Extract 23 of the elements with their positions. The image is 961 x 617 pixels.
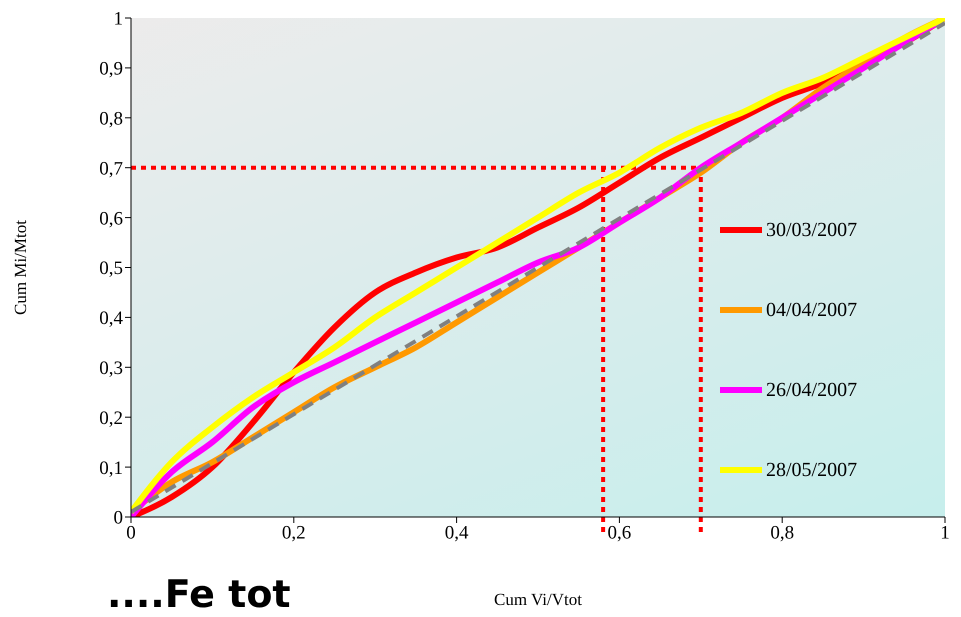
legend-label: 26/04/2007 [766,378,858,402]
text: ....Fe tot [107,572,291,616]
y-tick-label: 0,3 [99,358,123,380]
x-tick-label: 0,4 [444,522,469,544]
x-tick-label: 0,8 [770,522,794,544]
legend-label: 30/03/2007 [766,218,858,242]
y-axis-title: Cum Mi/Mtot [11,220,30,315]
legend-label: 28/05/2007 [766,458,858,482]
y-tick-label: 0,7 [99,158,123,180]
x-tick-label: 0,2 [282,522,306,544]
y-tick-label: 0,4 [99,308,124,330]
y-tick-label: 0,8 [99,108,123,130]
legend-label: 04/04/2007 [766,298,858,322]
x-axis-title: Cum Vi/Vtot [494,590,582,610]
x-tick-label: 0,6 [608,522,632,544]
y-tick-label: 0,6 [99,208,123,230]
y-tick-label: 0,5 [99,258,123,280]
x-tick-label: 1 [940,522,950,544]
y-tick-label: 0,1 [99,458,123,479]
y-tick-label: 0,2 [99,408,123,429]
y-tick-label: 0,9 [99,58,123,80]
y-tick-label: 1 [114,8,123,30]
y-tick-label: 0 [114,508,123,529]
